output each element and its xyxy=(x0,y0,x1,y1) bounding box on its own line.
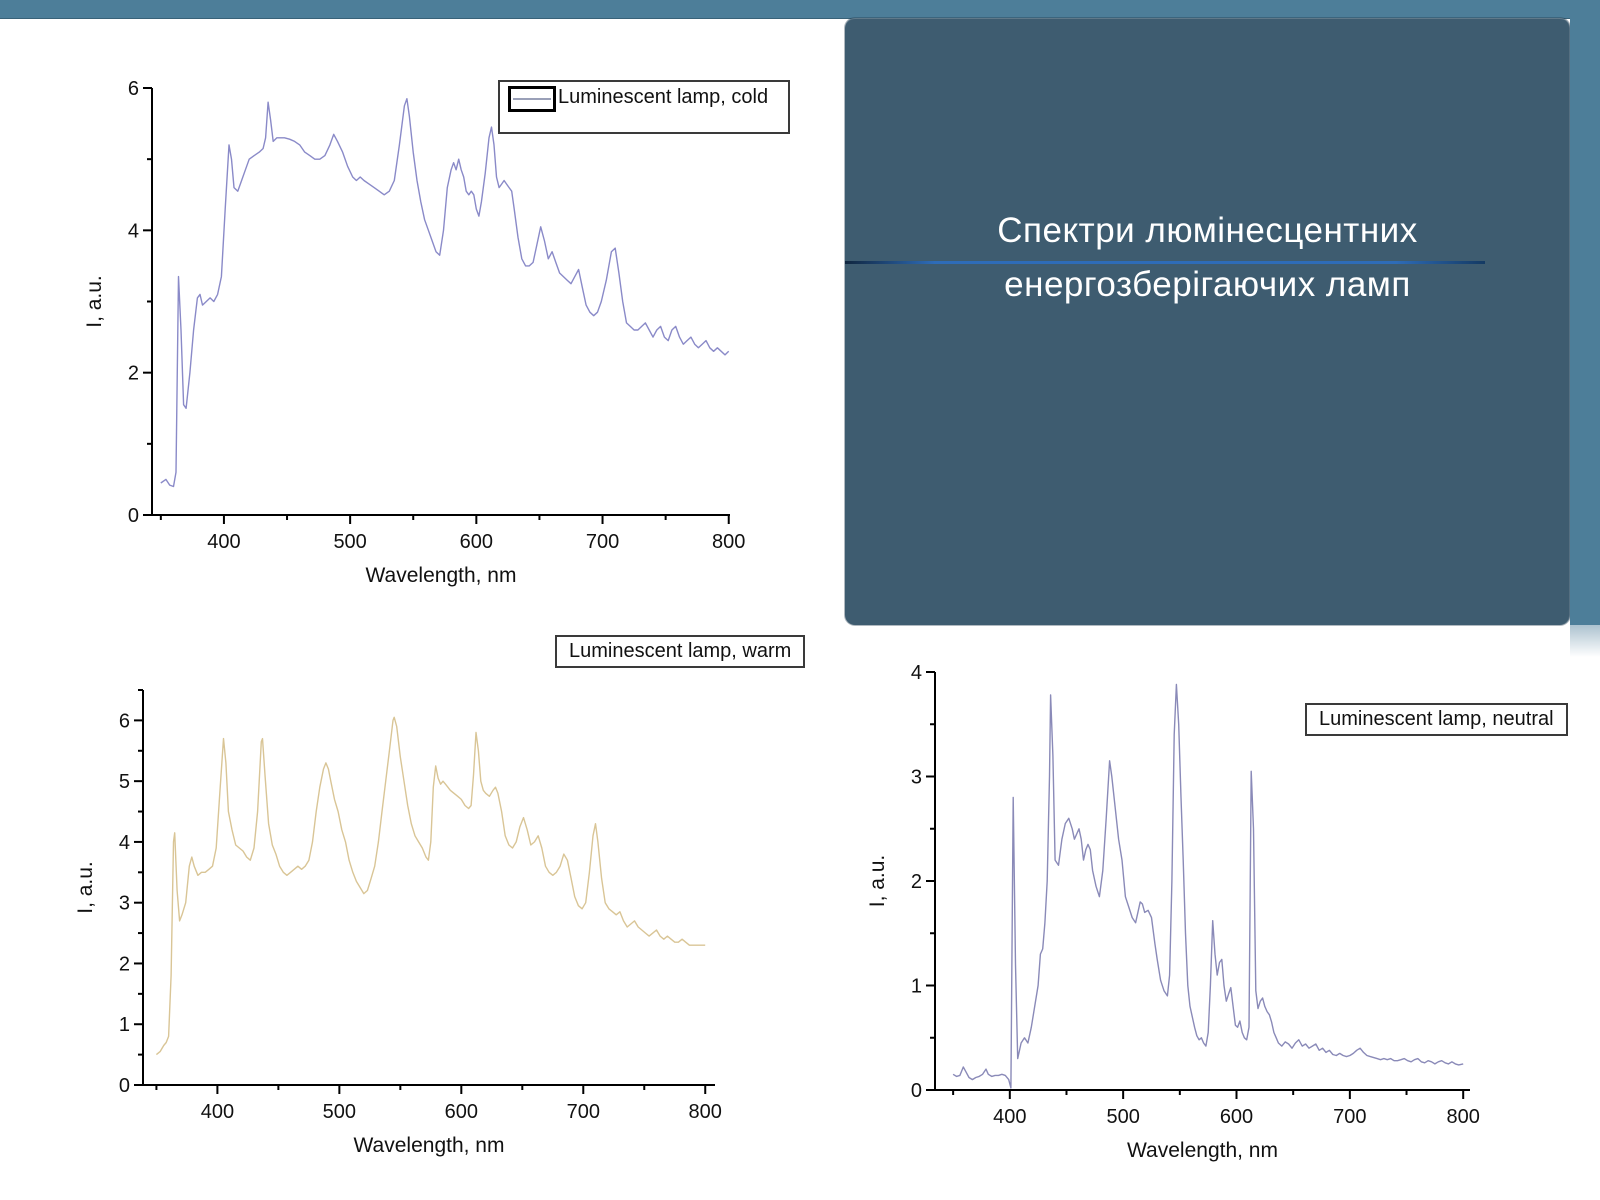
svg-text:1: 1 xyxy=(119,1014,130,1036)
svg-text:800: 800 xyxy=(689,1101,722,1123)
svg-text:700: 700 xyxy=(586,531,619,553)
svg-text:2: 2 xyxy=(119,953,130,975)
neutral-lamp-legend-label: Luminescent lamp, neutral xyxy=(1319,708,1554,730)
svg-text:6: 6 xyxy=(119,710,130,732)
svg-text:500: 500 xyxy=(323,1101,356,1123)
warm-lamp-spectrum-plot: 400 500 600 700 800 0 1 2 3 4 5 6 Wavelength, nm I, a… xyxy=(74,689,722,1157)
svg-text:400: 400 xyxy=(201,1101,234,1123)
svg-text:4: 4 xyxy=(911,662,922,684)
svg-text:700: 700 xyxy=(567,1101,600,1123)
cold-lamp-legend-label: Luminescent lamp, cold xyxy=(558,86,769,108)
svg-text:500: 500 xyxy=(333,531,366,553)
cold-lamp-spectrum-plot: 400 500 600 700 800 0 2 4 6 Wavelength, nm I, a.u. xyxy=(83,78,745,587)
slide-title: Спектри люмінесцентних енергозберігаючих… xyxy=(845,204,1570,312)
svg-text:3: 3 xyxy=(911,767,922,789)
svg-text:0: 0 xyxy=(128,505,139,527)
svg-text:I, a.u.: I, a.u. xyxy=(866,855,889,908)
svg-text:2: 2 xyxy=(911,871,922,893)
svg-text:1: 1 xyxy=(911,976,922,998)
slide-frame-fade xyxy=(1570,625,1600,657)
svg-text:4: 4 xyxy=(128,220,139,242)
svg-text:700: 700 xyxy=(1333,1106,1366,1128)
legend-line-sample xyxy=(508,86,556,112)
svg-text:400: 400 xyxy=(993,1106,1026,1128)
cold-lamp-legend: Luminescent lamp, cold xyxy=(498,80,790,134)
title-accent-line xyxy=(845,261,1485,264)
svg-text:0: 0 xyxy=(911,1080,922,1102)
svg-text:Wavelength, nm: Wavelength, nm xyxy=(1127,1139,1278,1162)
svg-text:800: 800 xyxy=(712,531,745,553)
svg-text:4: 4 xyxy=(119,832,130,854)
svg-text:Wavelength, nm: Wavelength, nm xyxy=(354,1134,505,1157)
slide-title-line1: Спектри люмінесцентних xyxy=(997,211,1418,250)
svg-text:800: 800 xyxy=(1447,1106,1480,1128)
svg-text:3: 3 xyxy=(119,893,130,915)
legend-line-sample-line xyxy=(513,98,551,100)
svg-text:2: 2 xyxy=(128,363,139,385)
svg-text:400: 400 xyxy=(207,531,240,553)
slide-top-bar xyxy=(0,0,1600,19)
neutral-lamp-legend: Luminescent lamp, neutral xyxy=(1305,703,1568,736)
svg-text:6: 6 xyxy=(128,78,139,100)
neutral-lamp-spectrum-plot: 400 500 600 700 800 0 1 2 3 4 Wavelength, nm I, a.u… xyxy=(866,662,1480,1162)
warm-lamp-legend-label: Luminescent lamp, warm xyxy=(569,640,792,662)
svg-text:I, a.u.: I, a.u. xyxy=(74,861,97,914)
warm-lamp-chart: 400 500 600 700 800 0 1 2 3 4 5 6 Wavelength, nm I, a… xyxy=(50,630,830,1190)
svg-text:5: 5 xyxy=(119,771,130,793)
warm-lamp-legend: Luminescent lamp, warm xyxy=(555,635,806,668)
neutral-lamp-chart: 400 500 600 700 800 0 1 2 3 4 Wavelength, nm I, a.u… xyxy=(860,650,1600,1200)
title-panel: Спектри люмінесцентних енергозберігаючих… xyxy=(845,18,1570,625)
svg-text:600: 600 xyxy=(445,1101,478,1123)
slide-right-frame xyxy=(1570,18,1600,625)
svg-text:0: 0 xyxy=(119,1075,130,1097)
svg-text:600: 600 xyxy=(460,531,493,553)
svg-text:600: 600 xyxy=(1220,1106,1253,1128)
cold-lamp-chart: 400 500 600 700 800 0 2 4 6 Wavelength, nm I, a.u.… xyxy=(50,40,830,620)
svg-text:Wavelength, nm: Wavelength, nm xyxy=(366,564,517,587)
svg-text:500: 500 xyxy=(1106,1106,1139,1128)
svg-text:I, a.u.: I, a.u. xyxy=(83,275,106,328)
slide-title-line2: енергозберігаючих ламп xyxy=(1004,265,1411,304)
